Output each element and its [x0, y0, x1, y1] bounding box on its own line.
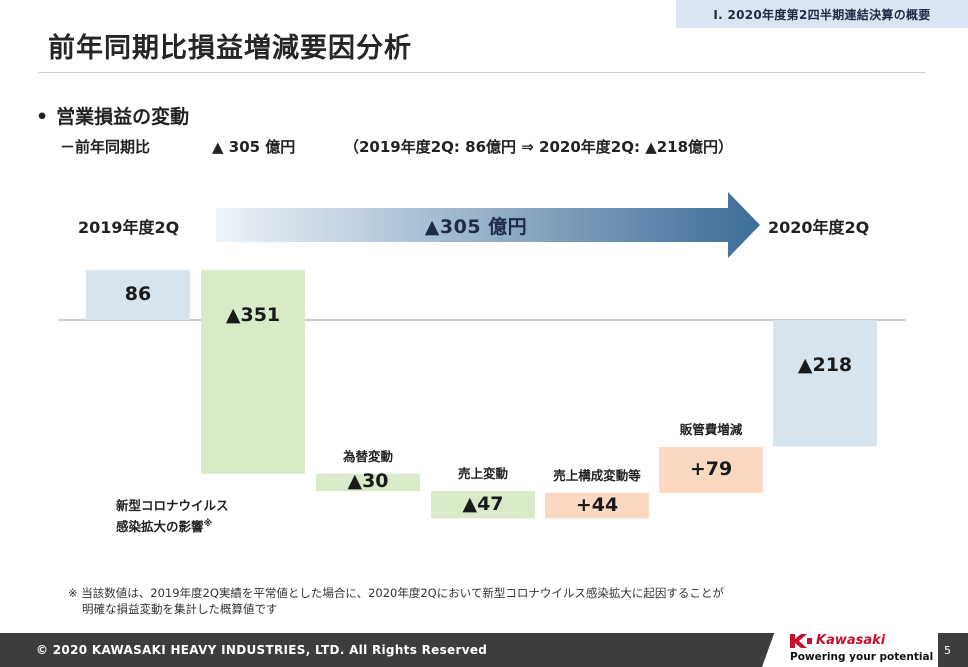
comparison-lead: －前年同期比 — [60, 138, 151, 156]
bar-2 — [316, 473, 420, 492]
arrow-shape — [216, 192, 760, 258]
bar-3 — [431, 491, 535, 519]
page-number: 5 — [944, 644, 951, 657]
annotation-line-1: 新型コロナウイルス — [116, 498, 229, 513]
bar-0 — [86, 270, 190, 320]
comparison-detail: （2019年度2Q: 86億円 ⇒ 2020年度2Q: ▲218億円） — [344, 138, 734, 156]
comparison-delta: ▲ 305 億円 — [212, 138, 296, 156]
bar-4 — [545, 492, 649, 519]
bar-6 — [773, 320, 877, 447]
kawasaki-logo-icon — [790, 634, 812, 648]
bar-value-label-1: ▲351 — [225, 304, 281, 327]
page-title: 前年同期比損益増減要因分析 — [48, 33, 412, 64]
bar-value-label-2: ▲30 — [347, 470, 389, 493]
section-tag: Ⅰ. 2020年度第2四半期連結決算の概要 — [676, 0, 968, 28]
bullet-text: 営業損益の変動 — [56, 106, 190, 128]
title-divider — [38, 72, 926, 73]
footnote-line-2: 明確な損益変動を集計した概算値です — [82, 602, 278, 616]
footnote-line-1: ※ 当該数値は、2019年度2Q実績を平常値とした場合に、2020年度2Qにおい… — [68, 586, 724, 600]
arrow-label: ▲305 億円 — [424, 215, 528, 238]
footnote: ※ 当該数値は、2019年度2Q実績を平常値とした場合に、2020年度2Qにおい… — [68, 585, 724, 617]
covid-annotation: 新型コロナウイルス 感染拡大の影響※ — [116, 497, 229, 536]
category-label-2: 為替変動 — [342, 448, 393, 464]
copyright-text: © 2020 KAWASAKI HEAVY INDUSTRIES, LTD. A… — [36, 643, 488, 657]
change-arrow: ▲305 億円 — [216, 192, 760, 258]
bullet-dot: • — [36, 106, 49, 128]
bar-value-label-6: ▲218 — [797, 354, 853, 376]
end-period-label: 2020年度2Q — [768, 218, 870, 237]
bar-1 — [201, 270, 305, 474]
brand-tagline: Powering your potential — [790, 651, 934, 663]
category-label-5: 販管費増減 — [679, 422, 743, 438]
comparison-line: －前年同期比 ▲ 305 億円 （2019年度2Q: 86億円 ⇒ 2020年度2Q… — [60, 136, 733, 157]
annotation-line-2: 感染拡大の影響※ — [116, 519, 213, 535]
bar-value-label-3: ▲47 — [462, 492, 504, 515]
annotation-mark: ※ — [203, 519, 213, 529]
bar-value-label-0: 86 — [124, 283, 152, 306]
brand-name: Kawasaki — [816, 633, 886, 648]
start-period-label: 2019年度2Q — [78, 218, 180, 237]
bar-value-label-4: +44 — [575, 493, 619, 516]
category-label-3: 売上変動 — [457, 466, 508, 482]
bar-value-label-5: +79 — [689, 457, 733, 480]
bar-5 — [659, 447, 763, 493]
category-label-4: 売上構成変動等 — [553, 467, 641, 483]
bullet-heading: • 営業損益の変動 — [36, 102, 189, 129]
